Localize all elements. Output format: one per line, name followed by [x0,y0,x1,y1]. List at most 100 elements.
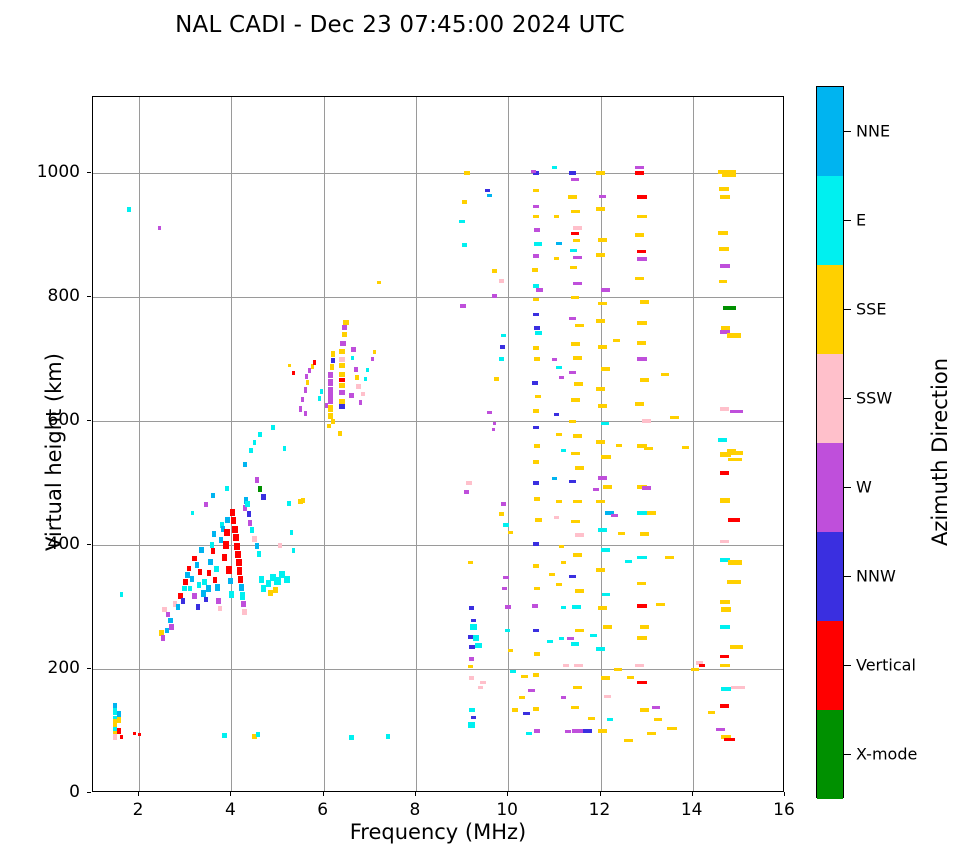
echo-pixel [551,165,558,169]
echo-pixel [180,598,186,604]
echo-pixel [637,604,647,608]
y-tick-label: 400 [47,534,80,555]
echo-pixel [720,663,730,667]
echo-pixel [598,606,608,611]
echo-pixel [492,422,497,426]
echo-pixel [535,518,542,523]
y-tick-label: 1000 [36,162,80,183]
echo-pixel [269,573,277,581]
x-axis-title: Frequency (MHz) [349,820,527,844]
echo-pixel [518,696,526,700]
echo-pixel [204,501,208,507]
echo-pixel [636,249,646,254]
echo-pixel [637,444,647,448]
echo-pixel [324,402,328,408]
echo-pixel [571,729,583,733]
echo-pixel [133,731,136,736]
echo-pixel [164,627,170,634]
echo-pixel [595,207,606,211]
echo-pixel [214,565,219,572]
echo-pixel [233,533,239,542]
echo-pixel [487,193,492,198]
echo-pixel [278,571,286,579]
echo-pixel [350,355,354,361]
echo-pixel [720,735,731,740]
colorbar-label-e: E [856,210,867,229]
echo-pixel [113,730,118,737]
echo-pixel [533,425,539,430]
echo-pixel [300,497,306,504]
echo-pixel [356,384,361,389]
echo-pixel [500,333,507,338]
y-tick [87,544,91,546]
echo-pixel [571,705,579,709]
echo-pixel [551,476,558,480]
echo-pixel [572,356,582,360]
echo-pixel [728,458,743,462]
colorbar-tick [844,664,851,666]
echo-pixel [505,605,511,609]
echo-pixel [377,280,381,285]
echo-pixel [572,685,582,690]
echo-pixel [639,300,649,304]
figure-title: NAL CADI - Dec 23 07:45:00 2024 UTC [175,12,625,38]
echo-pixel [600,548,610,552]
echo-pixel [113,734,118,740]
echo-pixel [254,543,260,550]
echo-pixel [477,686,484,690]
echo-pixel [469,644,475,649]
echo-pixel [534,652,540,656]
echo-pixel [720,557,730,563]
echo-pixel [719,704,729,709]
echo-pixel [595,647,606,652]
echo-pixel [575,628,585,633]
echo-pixel [719,471,729,476]
gridline-vertical [139,97,141,791]
echo-pixel [727,580,742,585]
echo-pixel [214,583,221,591]
y-tick-label: 0 [69,782,80,802]
echo-pixel [116,716,121,723]
echo-pixel [330,357,336,363]
x-tick [507,792,509,796]
echo-pixel [720,264,731,269]
echo-pixel [187,585,193,592]
gridline-horizontal [93,545,783,547]
echo-pixel [252,439,257,445]
echo-pixel [267,590,274,597]
echo-pixel [532,214,540,219]
echo-pixel [512,708,518,712]
echo-pixel [533,444,541,448]
echo-pixel [598,528,608,533]
echo-pixel [491,428,496,432]
echo-pixel [570,342,580,347]
colorbar-tick [844,753,851,755]
echo-pixel [222,732,227,738]
echo-pixel [291,547,296,553]
echo-pixel [637,636,647,640]
echo-pixel [720,599,731,605]
echo-pixel [598,404,608,409]
echo-pixel [190,510,194,515]
echo-pixel [210,548,216,555]
gridline-vertical [323,97,325,791]
echo-pixel [534,497,540,502]
echo-pixel [303,410,307,417]
echo-pixel [551,357,558,361]
echo-pixel [637,194,647,199]
echo-pixel [292,370,296,375]
echo-pixel [605,511,615,515]
gridline-horizontal [93,297,783,299]
echo-pixel [533,254,539,259]
echo-pixel [719,406,729,411]
echo-pixel [731,685,745,690]
echo-pixel [521,674,528,678]
echo-pixel [113,708,118,716]
echo-pixel [651,705,660,709]
echo-pixel [600,675,610,680]
echo-pixel [533,586,541,591]
plot-area [92,96,784,792]
echo-pixel [535,287,544,292]
echo-pixel [328,405,333,413]
echo-pixel [572,553,582,557]
